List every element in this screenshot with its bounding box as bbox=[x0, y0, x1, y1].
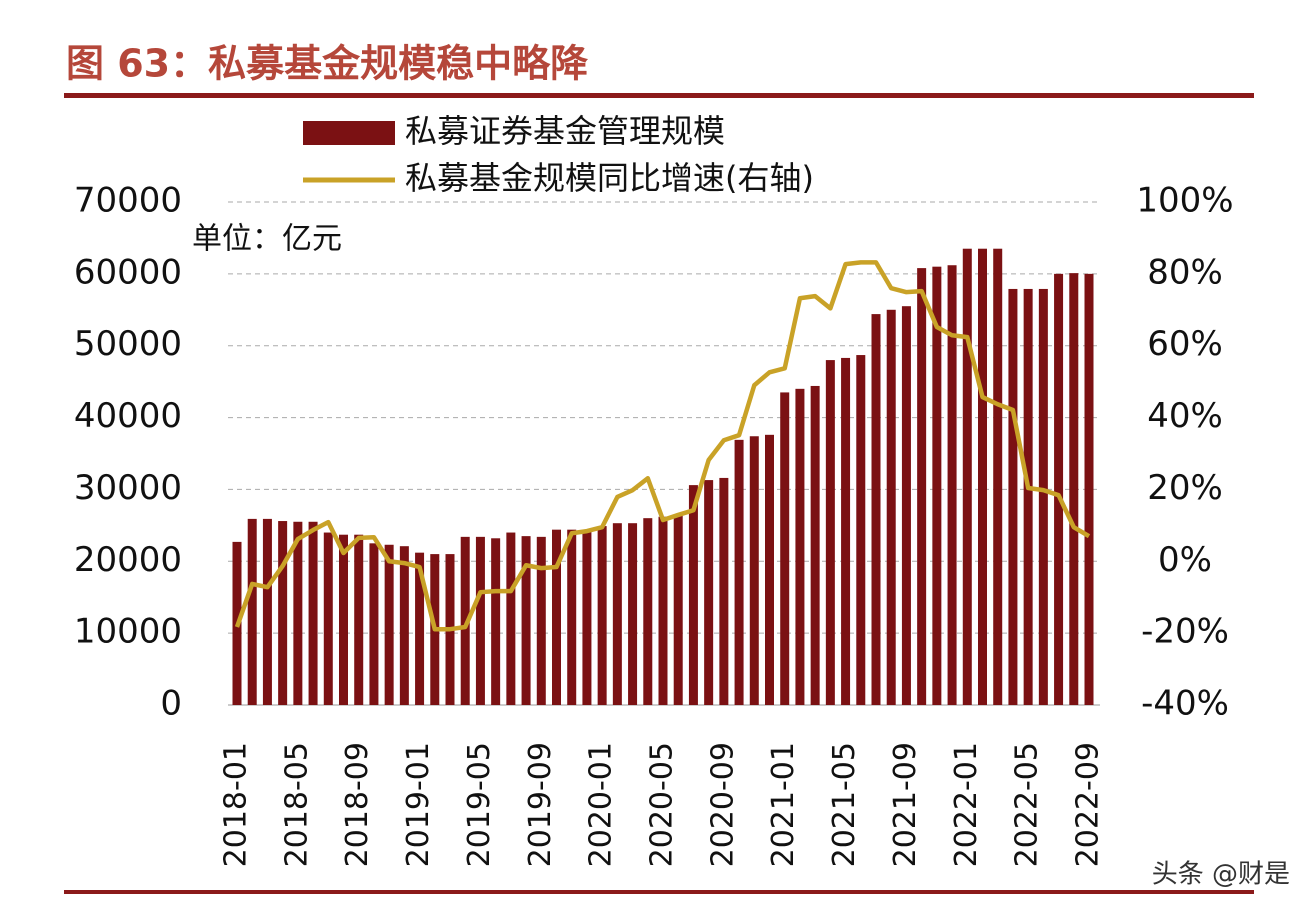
bar bbox=[339, 534, 348, 705]
x-tick-label: 2019-05 bbox=[462, 742, 497, 867]
bar bbox=[1054, 273, 1064, 705]
x-tick-label: 2021-05 bbox=[827, 742, 862, 867]
bar bbox=[354, 534, 364, 705]
bar bbox=[825, 360, 835, 705]
y2-tick-label: 60% bbox=[1147, 324, 1223, 364]
bottom-rule bbox=[64, 890, 1254, 894]
bar bbox=[278, 521, 288, 705]
bar bbox=[369, 543, 379, 705]
y2-tick-label: -20% bbox=[1141, 612, 1229, 652]
y-tick-label: 20000 bbox=[74, 540, 182, 580]
bar bbox=[993, 248, 1003, 705]
bar bbox=[536, 536, 546, 705]
bar bbox=[247, 518, 257, 705]
x-tick-label: 2018-05 bbox=[279, 742, 314, 867]
bar bbox=[704, 480, 714, 705]
bar bbox=[917, 268, 927, 705]
bar bbox=[491, 538, 501, 705]
bar bbox=[673, 515, 683, 705]
bar bbox=[1023, 288, 1033, 705]
bar bbox=[765, 434, 774, 705]
bar bbox=[399, 546, 409, 705]
bar bbox=[597, 526, 607, 705]
bar bbox=[567, 529, 577, 705]
y-tick-label: 50000 bbox=[74, 324, 182, 364]
y2-tick-label: 0% bbox=[1158, 540, 1212, 580]
bar bbox=[856, 355, 866, 705]
bar bbox=[886, 309, 896, 705]
y2-tick-label: 100% bbox=[1136, 181, 1233, 221]
bar bbox=[978, 248, 987, 705]
chart-title: 图 63：私募基金规模稳中略降 bbox=[66, 42, 588, 86]
x-tick-label: 2020-09 bbox=[705, 742, 740, 867]
bar bbox=[552, 529, 561, 705]
x-tick-label: 2022-01 bbox=[949, 742, 984, 867]
bar bbox=[506, 532, 516, 705]
bar bbox=[308, 521, 318, 705]
x-tick-label: 2020-01 bbox=[584, 742, 619, 867]
y2-tick-label: 40% bbox=[1147, 396, 1223, 436]
bar bbox=[1084, 273, 1094, 705]
legend-label: 私募基金规模同比增速(右轴) bbox=[405, 159, 814, 197]
bar bbox=[795, 388, 805, 705]
bar bbox=[460, 536, 470, 705]
bar bbox=[323, 532, 333, 705]
y2-tick-label: 80% bbox=[1147, 252, 1223, 292]
bar bbox=[841, 357, 851, 705]
bar bbox=[719, 477, 729, 705]
bar bbox=[734, 439, 744, 705]
x-tick-label: 2018-09 bbox=[340, 742, 375, 867]
x-tick-label: 2021-01 bbox=[766, 742, 801, 867]
bar bbox=[871, 314, 881, 705]
bar bbox=[262, 518, 272, 705]
bar bbox=[932, 266, 942, 705]
x-tick-label: 2018-01 bbox=[219, 742, 254, 867]
x-tick-label: 2019-01 bbox=[401, 742, 436, 867]
y-tick-label: 30000 bbox=[74, 468, 182, 508]
x-tick-label: 2021-09 bbox=[888, 742, 923, 867]
bar bbox=[947, 265, 957, 705]
bar bbox=[384, 544, 394, 705]
bar bbox=[1069, 273, 1079, 705]
y-tick-label: 60000 bbox=[74, 252, 182, 292]
bar bbox=[962, 248, 972, 705]
bar bbox=[688, 485, 698, 705]
bar bbox=[475, 536, 485, 705]
unit-label: 单位：亿元 bbox=[192, 222, 342, 257]
legend-label: 私募证券基金管理规模 bbox=[405, 112, 725, 150]
y-tick-label: 70000 bbox=[74, 181, 182, 221]
bar bbox=[521, 536, 531, 705]
bar bbox=[901, 306, 911, 705]
bar bbox=[582, 529, 592, 705]
bar bbox=[749, 436, 759, 705]
y-tick-label: 40000 bbox=[74, 396, 182, 436]
x-tick-label: 2022-05 bbox=[1010, 742, 1045, 867]
bar bbox=[780, 392, 790, 705]
bar bbox=[810, 385, 820, 705]
bar bbox=[1038, 288, 1048, 705]
bar bbox=[612, 523, 622, 705]
legend-swatch bbox=[303, 121, 395, 145]
bar bbox=[415, 552, 425, 705]
x-tick-label: 2019-09 bbox=[523, 742, 558, 867]
bar bbox=[628, 523, 638, 705]
bar bbox=[658, 516, 668, 705]
bar bbox=[643, 518, 653, 705]
y2-tick-label: -40% bbox=[1141, 684, 1229, 724]
watermark: 头条 @财是 bbox=[1152, 860, 1290, 890]
line bbox=[234, 260, 1091, 632]
x-tick-label: 2020-05 bbox=[645, 742, 680, 867]
bar bbox=[293, 521, 303, 705]
title-rule bbox=[64, 93, 1254, 98]
bar bbox=[1008, 288, 1018, 705]
y-tick-label: 0 bbox=[160, 684, 182, 724]
x-tick-label: 2022-09 bbox=[1071, 742, 1106, 867]
y-tick-label: 10000 bbox=[74, 612, 182, 652]
y2-tick-label: 20% bbox=[1147, 468, 1223, 508]
